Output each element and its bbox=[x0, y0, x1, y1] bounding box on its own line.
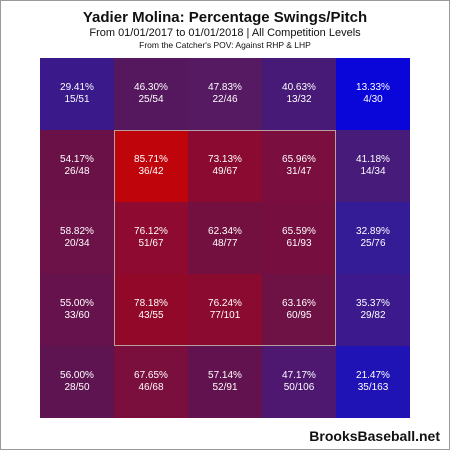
cell-count: 26/48 bbox=[64, 166, 90, 177]
cell-count: 35/163 bbox=[357, 382, 389, 393]
heatmap-cell-r4-c3: 76.24% 77/101 bbox=[188, 274, 262, 346]
cell-percentage: 78.18% bbox=[134, 298, 168, 309]
cell-count: 4/30 bbox=[363, 94, 383, 105]
heatmap-cell-r5-c3: 57.14% 52/91 bbox=[188, 346, 262, 418]
heatmap-cell-r5-c1: 56.00% 28/50 bbox=[40, 346, 114, 418]
cell-count: 31/47 bbox=[286, 166, 312, 177]
cell-percentage: 56.00% bbox=[60, 370, 94, 381]
heatmap-cell-r4-c5: 35.37% 29/82 bbox=[336, 274, 410, 346]
cell-count: 13/32 bbox=[286, 94, 312, 105]
cell-percentage: 55.00% bbox=[60, 298, 94, 309]
cell-count: 60/95 bbox=[286, 310, 312, 321]
cell-count: 29/82 bbox=[360, 310, 386, 321]
cell-count: 20/34 bbox=[64, 238, 90, 249]
cell-count: 52/91 bbox=[212, 382, 238, 393]
cell-count: 43/55 bbox=[138, 310, 164, 321]
cell-count: 77/101 bbox=[209, 310, 241, 321]
cell-count: 50/106 bbox=[283, 382, 315, 393]
cell-count: 33/60 bbox=[64, 310, 90, 321]
chart-subtitle: From 01/01/2017 to 01/01/2018 | All Comp… bbox=[89, 27, 361, 39]
cell-percentage: 73.13% bbox=[208, 154, 242, 165]
cell-count: 15/51 bbox=[64, 94, 90, 105]
cell-count: 61/93 bbox=[286, 238, 312, 249]
cell-percentage: 46.30% bbox=[134, 82, 168, 93]
heatmap-cell-r4-c4: 63.16% 60/95 bbox=[262, 274, 336, 346]
cell-percentage: 47.17% bbox=[282, 370, 316, 381]
cell-percentage: 63.16% bbox=[282, 298, 316, 309]
cell-percentage: 41.18% bbox=[356, 154, 390, 165]
heatmap-cell-r3-c2: 76.12% 51/67 bbox=[114, 202, 188, 274]
cell-percentage: 54.17% bbox=[60, 154, 94, 165]
cell-percentage: 40.63% bbox=[282, 82, 316, 93]
heatmap-cell-r4-c1: 55.00% 33/60 bbox=[40, 274, 114, 346]
heatmap-cell-r1-c5: 13.33% 4/30 bbox=[336, 58, 410, 130]
cell-percentage: 35.37% bbox=[356, 298, 390, 309]
heatmap-cell-r5-c5: 21.47% 35/163 bbox=[336, 346, 410, 418]
heatmap-cell-r3-c1: 58.82% 20/34 bbox=[40, 202, 114, 274]
cell-percentage: 32.89% bbox=[356, 226, 390, 237]
cell-percentage: 85.71% bbox=[134, 154, 168, 165]
heatmap-cell-r1-c2: 46.30% 25/54 bbox=[114, 58, 188, 130]
cell-percentage: 67.65% bbox=[134, 370, 168, 381]
cell-percentage: 29.41% bbox=[60, 82, 94, 93]
heatmap-cell-r1-c4: 40.63% 13/32 bbox=[262, 58, 336, 130]
heatmap-cell-r3-c4: 65.59% 61/93 bbox=[262, 202, 336, 274]
heatmap-cell-r1-c1: 29.41% 15/51 bbox=[40, 58, 114, 130]
heatmap-cell-r5-c4: 47.17% 50/106 bbox=[262, 346, 336, 418]
heatmap-cell-r2-c2: 85.71% 36/42 bbox=[114, 130, 188, 202]
cell-percentage: 76.12% bbox=[134, 226, 168, 237]
cell-count: 28/50 bbox=[64, 382, 90, 393]
cell-percentage: 13.33% bbox=[356, 82, 390, 93]
cell-count: 49/67 bbox=[212, 166, 238, 177]
cell-count: 22/46 bbox=[212, 94, 238, 105]
cell-percentage: 58.82% bbox=[60, 226, 94, 237]
heatmap-cell-r2-c1: 54.17% 26/48 bbox=[40, 130, 114, 202]
heatmap-cell-r2-c4: 65.96% 31/47 bbox=[262, 130, 336, 202]
heatmap-cell-r5-c2: 67.65% 46/68 bbox=[114, 346, 188, 418]
cell-count: 25/76 bbox=[360, 238, 386, 249]
chart-note: From the Catcher's POV: Against RHP & LH… bbox=[139, 40, 311, 50]
cell-percentage: 65.59% bbox=[282, 226, 316, 237]
chart-title: Yadier Molina: Percentage Swings/Pitch bbox=[82, 9, 368, 26]
cell-percentage: 47.83% bbox=[208, 82, 242, 93]
cell-percentage: 62.34% bbox=[208, 226, 242, 237]
heatmap-cell-r4-c2: 78.18% 43/55 bbox=[114, 274, 188, 346]
cell-count: 51/67 bbox=[138, 238, 164, 249]
cell-count: 48/77 bbox=[212, 238, 238, 249]
cell-percentage: 57.14% bbox=[208, 370, 242, 381]
heatmap-cell-r3-c3: 62.34% 48/77 bbox=[188, 202, 262, 274]
heatmap-cell-r3-c5: 32.89% 25/76 bbox=[336, 202, 410, 274]
heatmap-cell-r2-c5: 41.18% 14/34 bbox=[336, 130, 410, 202]
cell-count: 46/68 bbox=[138, 382, 164, 393]
heatmap-cell-r1-c3: 47.83% 22/46 bbox=[188, 58, 262, 130]
cell-count: 14/34 bbox=[360, 166, 386, 177]
cell-count: 25/54 bbox=[138, 94, 164, 105]
source-credit: BrooksBaseball.net bbox=[309, 428, 440, 444]
heatmap-cell-r2-c3: 73.13% 49/67 bbox=[188, 130, 262, 202]
cell-percentage: 65.96% bbox=[282, 154, 316, 165]
cell-count: 36/42 bbox=[138, 166, 164, 177]
cell-percentage: 76.24% bbox=[208, 298, 242, 309]
cell-percentage: 21.47% bbox=[356, 370, 390, 381]
